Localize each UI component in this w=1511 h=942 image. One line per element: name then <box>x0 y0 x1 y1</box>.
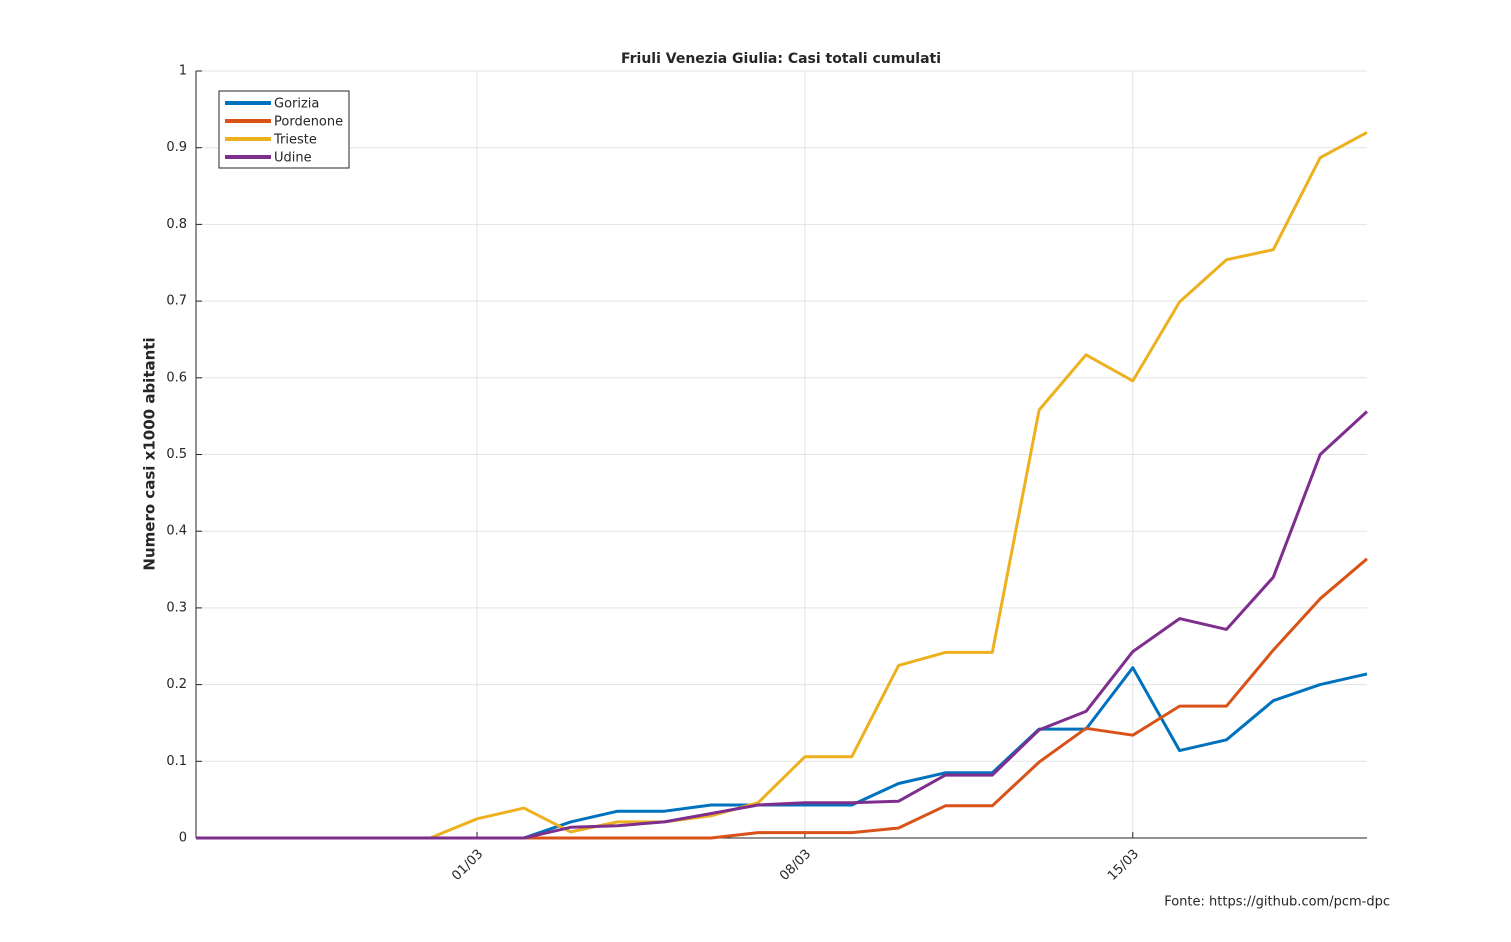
x-tick-label: 08/03 <box>777 847 814 884</box>
y-tick-label: 0.5 <box>166 447 187 462</box>
legend-label: Trieste <box>273 133 317 148</box>
series-line <box>196 557 1368 840</box>
series-line <box>196 131 1368 840</box>
legend-label: Pordenone <box>274 115 343 130</box>
series-line <box>196 410 1369 840</box>
series-line <box>196 666 1368 840</box>
x-tick-label: 01/03 <box>449 847 486 884</box>
y-tick-label: 0.3 <box>166 600 187 615</box>
y-tick-label: 0.6 <box>166 370 187 385</box>
y-tick-label: 0.2 <box>166 677 187 692</box>
y-tick-label: 0 <box>179 831 187 846</box>
x-tick-label: 15/03 <box>1105 847 1142 884</box>
legend-label: Gorizia <box>274 97 319 112</box>
y-tick-label: 0.4 <box>166 524 187 539</box>
y-tick-label: 1 <box>179 64 187 79</box>
legend-label: Udine <box>274 151 312 166</box>
chart-title: Friuli Venezia Giulia: Casi totali cumul… <box>621 51 941 67</box>
y-tick-label: 0.8 <box>166 217 187 232</box>
y-tick-label: 0.1 <box>166 754 187 769</box>
y-axis-label: Numero casi x1000 abitanti <box>141 337 159 570</box>
y-tick-label: 0.9 <box>166 140 187 155</box>
y-tick-label: 0.7 <box>166 294 187 309</box>
source-note: Fonte: https://github.com/pcm-dpc <box>1164 895 1390 910</box>
